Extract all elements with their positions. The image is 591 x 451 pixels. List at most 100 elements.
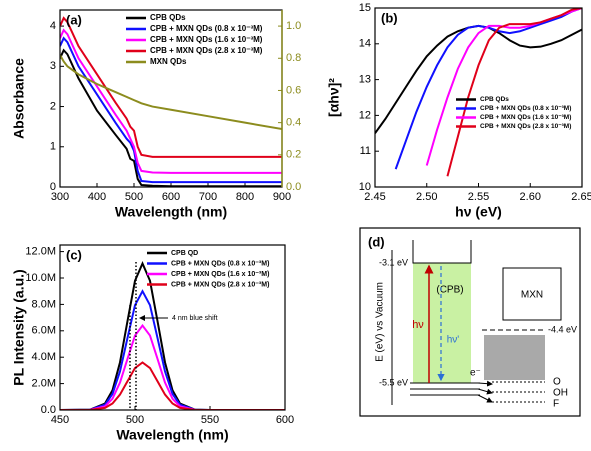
legend-label: CPB + MXN QDs (2.8 x 10⁻³M) (171, 281, 269, 288)
x-tick-label: 2.55 (468, 191, 489, 203)
x-axis-label: Wavelength (nm) (115, 204, 227, 220)
energy-diagram: (d) E (eV) vs Vacuum -3.1 eV -5.5 eV (CP… (359, 227, 581, 417)
x-axis-label: hν (eV) (455, 204, 502, 220)
legend-label: CPB QD (171, 250, 198, 257)
y-tick-label: 12.0M (25, 246, 56, 258)
x-tick-label: 500 (125, 191, 143, 203)
vb-label: -5.5 eV (379, 377, 408, 387)
y-tick-label: 0 (50, 181, 56, 193)
series-line (60, 16, 282, 158)
series-line (60, 28, 282, 174)
mxn-level-label: -4.4 eV (548, 324, 577, 334)
y-tick-label: 3 (50, 60, 56, 72)
x-tick-label: 500 (126, 414, 144, 426)
y-tick-label: 11 (360, 145, 371, 157)
hv2-label: hν' (447, 335, 460, 346)
hv-label: hν (412, 319, 424, 331)
x-tick-label: 2.50 (416, 191, 437, 203)
y-axis-label: E (eV) vs Vacuum (375, 282, 386, 362)
legend-label: CPB + MXN QDs (0.8 x 10⁻³M) (150, 24, 263, 33)
panel-label: (a) (66, 12, 82, 27)
series-line (60, 36, 282, 184)
transfer-arrow (477, 388, 493, 395)
x-tick-label: 600 (162, 191, 180, 203)
series-line (60, 289, 285, 410)
y-axis-label: [αhν]² (326, 78, 342, 117)
y-tick-label: 13 (359, 74, 371, 86)
y-tick-label: 6.0M (32, 325, 56, 337)
legend-label: CPB + MXN QDs (0.8 x 10⁻³M) (171, 260, 269, 267)
chart-panel: 2.45 2.50 2.55 2.60 2.65 10 11 12 13 14 15 (b) hν (e… (326, 2, 591, 220)
y-tick-label: 0.0 (41, 404, 56, 416)
x-tick-label: 600 (276, 414, 294, 426)
transfer-arrow (477, 380, 493, 387)
legend-label: CPB + MXN QDs (2.8 x 10⁻³M) (150, 46, 263, 55)
panel-label: (b) (381, 10, 398, 25)
y-tick-label: 1 (50, 141, 56, 153)
y-tick-label: 4.0M (32, 351, 56, 363)
x-tick-label: 300 (51, 191, 69, 203)
series-line (60, 48, 282, 187)
termination-label: F (553, 399, 559, 410)
y2-tick-label: 0.6 (286, 84, 301, 96)
y-tick-label: 10.0M (25, 272, 56, 284)
material-label: (CPB) (436, 285, 463, 296)
series-line (60, 54, 282, 131)
chart-panel: 300 400 500 600 700 800 900 0 1 2 3 4 0.0 0.2 0.4 0.6 0.… (11, 9, 301, 220)
legend-label: MXN QDs (150, 57, 187, 66)
y-tick-label: 10 (359, 181, 371, 193)
legend-label: CPB QDs (150, 13, 186, 22)
x-tick-label: 2.60 (520, 191, 541, 203)
mxn-label: MXN (521, 290, 543, 301)
series-line (446, 8, 582, 177)
mxn-box (502, 267, 562, 321)
legend-label: CPB QDs (480, 96, 509, 103)
series-line (60, 323, 285, 410)
x-tick-label: 450 (51, 414, 69, 426)
x-tick-label: 700 (199, 191, 217, 203)
x-tick-label: 800 (236, 191, 254, 203)
x-tick-label: 2.45 (364, 191, 385, 203)
termination-label: OH (553, 388, 568, 399)
legend-label: CPB + MXN QDs (1.6 x 10⁻³M) (480, 114, 571, 121)
x-tick-label: 900 (273, 191, 291, 203)
y2-tick-label: 0.0 (286, 181, 301, 193)
cb-label: -3.1 eV (379, 257, 408, 267)
y-tick-label: 2 (50, 100, 56, 112)
x-tick-label: 400 (88, 191, 106, 203)
y-tick-label: 14 (359, 38, 371, 50)
annotation: 4 nm blue shift (172, 315, 218, 322)
chart-panel: 450 500 550 600 0.0 2.0M 4.0M 6.0M 8.0M 10.0M 12.0… (11, 244, 294, 443)
cb-edge (412, 240, 472, 264)
y-tick-label: 15 (359, 2, 371, 14)
y-tick-label: 12 (359, 109, 371, 121)
y-tick-label: 8.0M (32, 298, 56, 310)
x-axis-label: Wavelength (nm) (116, 427, 228, 443)
transfer-arrow (477, 394, 493, 403)
y2-tick-label: 0.2 (286, 149, 301, 161)
electron-label: e⁻ (470, 368, 481, 379)
series-line (60, 361, 285, 410)
cpb-band (413, 263, 471, 383)
legend-label: CPB + MXN QDs (2.8 x 10⁻³M) (480, 123, 571, 130)
x-tick-label: 2.65 (571, 191, 591, 203)
termination-label: O (553, 377, 561, 388)
y-axis-label: PL Intensity (a.u.) (11, 269, 27, 385)
y2-tick-label: 0.8 (286, 52, 301, 64)
y2-tick-label: 1.0 (286, 20, 301, 32)
legend-label: CPB + MXN QDs (0.8 x 10⁻³M) (480, 105, 571, 112)
mxn-states (484, 335, 545, 380)
plot-frame (59, 244, 286, 411)
y-axis-label: Absorbance (11, 58, 27, 139)
x-tick-label: 550 (201, 414, 219, 426)
y-tick-label: 4 (50, 20, 56, 32)
series-line (394, 8, 582, 170)
legend-label: CPB + MXN QDs (1.6 x 10⁻³M) (150, 35, 263, 44)
charts: 300 400 500 600 700 800 900012340.00.20.40.60.… (11, 2, 591, 443)
plot-frame (374, 7, 583, 188)
legend-label: CPB + MXN QDs (1.6 x 10⁻³M) (171, 271, 269, 278)
panel-label: (d) (368, 234, 385, 249)
panel-frame (359, 227, 581, 417)
